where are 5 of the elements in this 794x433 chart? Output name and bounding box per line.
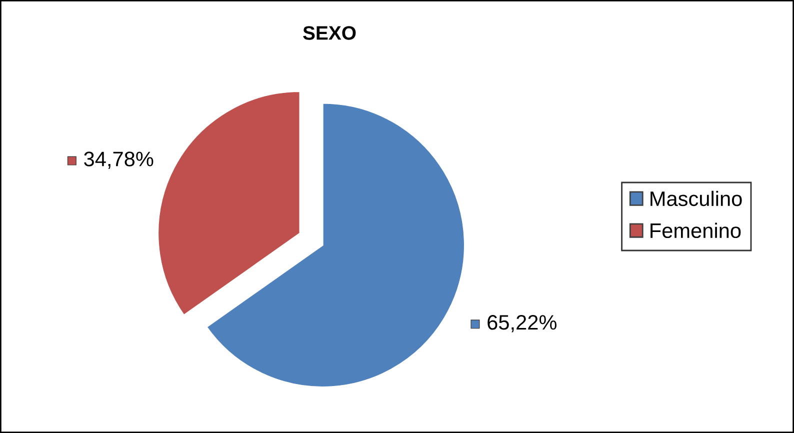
data-label: 65,22% — [488, 315, 556, 332]
legend-label: Masculino — [650, 190, 742, 206]
chart-title: SEXO — [303, 26, 356, 40]
legend-label: Femenino — [650, 222, 741, 238]
data-label: 34,78% — [84, 152, 154, 169]
